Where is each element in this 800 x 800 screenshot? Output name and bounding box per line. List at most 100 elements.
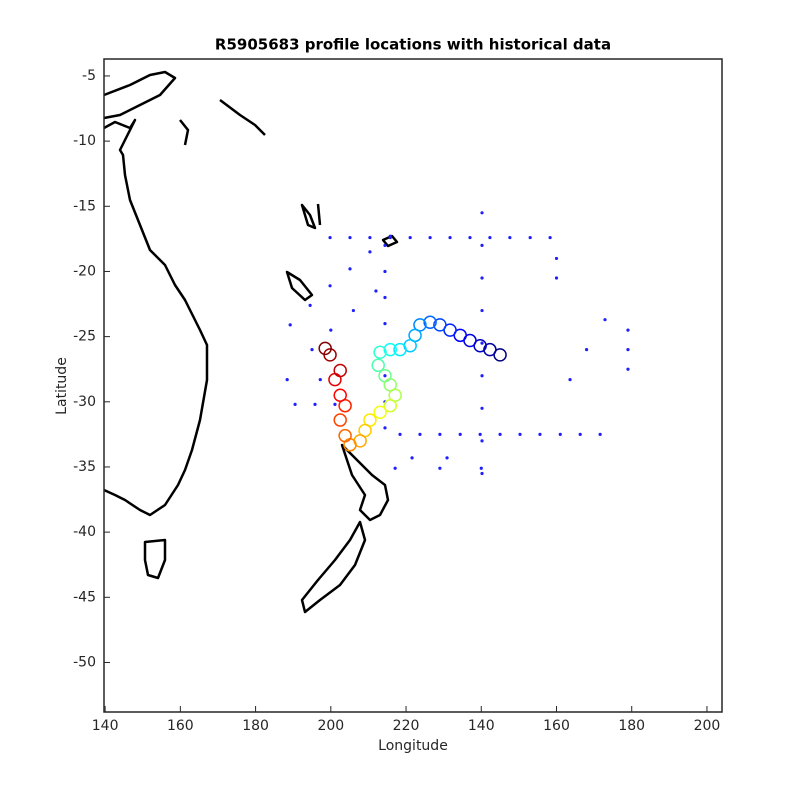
historical-point bbox=[308, 303, 312, 307]
australia bbox=[103, 118, 209, 517]
historical-point bbox=[383, 321, 387, 326]
historical-point bbox=[626, 348, 630, 352]
profile-point bbox=[373, 405, 387, 419]
historical-point bbox=[568, 378, 572, 382]
historical-point bbox=[383, 295, 387, 300]
new-guinea bbox=[103, 70, 177, 120]
historical-point bbox=[626, 328, 630, 332]
historical-point bbox=[293, 402, 297, 406]
y-tick-label: -15 bbox=[73, 198, 96, 214]
x-axis-label: Longitude bbox=[378, 738, 448, 754]
historical-point bbox=[626, 367, 630, 371]
historical-point bbox=[313, 402, 317, 406]
historical-point bbox=[554, 276, 559, 280]
historical-point bbox=[408, 235, 412, 240]
profile-point bbox=[333, 363, 347, 378]
historical-point bbox=[310, 348, 314, 352]
historical-point bbox=[458, 432, 462, 436]
x-tick-label: 200 bbox=[694, 718, 721, 734]
x-tick-label: 180 bbox=[618, 718, 645, 734]
new-zealand-south bbox=[300, 520, 367, 614]
historical-point bbox=[518, 432, 522, 436]
y-tick-label: -35 bbox=[73, 459, 96, 475]
tasmania bbox=[143, 538, 167, 580]
historical-point bbox=[329, 328, 333, 332]
profile-point bbox=[373, 345, 387, 360]
historical-point bbox=[480, 341, 484, 345]
historical-point bbox=[333, 402, 337, 406]
historical-point bbox=[383, 269, 387, 274]
historical-point bbox=[388, 234, 392, 238]
profile-point bbox=[371, 358, 385, 373]
historical-point bbox=[351, 308, 355, 313]
historical-point bbox=[328, 235, 332, 240]
historical-point bbox=[498, 432, 502, 436]
historical-point bbox=[438, 432, 442, 436]
solomons bbox=[179, 99, 266, 146]
historical-point bbox=[554, 256, 559, 261]
profile-point bbox=[433, 318, 447, 332]
y-tick-label: -30 bbox=[73, 394, 96, 410]
historical-point bbox=[584, 348, 589, 352]
y-tick-label: -45 bbox=[73, 589, 96, 605]
historical-point bbox=[508, 235, 512, 240]
historical-point bbox=[558, 432, 562, 436]
historical-point bbox=[383, 374, 387, 378]
historical-point bbox=[480, 243, 484, 247]
historical-point bbox=[445, 456, 449, 460]
historical-point bbox=[410, 456, 414, 460]
historical-point bbox=[328, 284, 332, 288]
profile-point bbox=[333, 388, 347, 403]
profile-point bbox=[423, 315, 437, 330]
historical-point bbox=[418, 432, 422, 436]
historical-point bbox=[548, 235, 552, 240]
historical-point bbox=[468, 235, 472, 240]
y-tick-label: -10 bbox=[73, 133, 96, 149]
historical-point bbox=[393, 466, 397, 470]
new-zealand-north bbox=[340, 443, 390, 522]
historical-point bbox=[348, 267, 352, 271]
historical-point bbox=[368, 250, 372, 254]
historical-point bbox=[480, 211, 484, 215]
profile-point bbox=[383, 398, 397, 413]
y-tick-label: -40 bbox=[73, 524, 96, 540]
historical-point bbox=[479, 466, 483, 470]
historical-point bbox=[438, 466, 442, 470]
historical-point bbox=[448, 235, 452, 240]
x-tick-label: 160 bbox=[167, 718, 194, 734]
historical-point bbox=[383, 426, 387, 430]
y-tick-label: -5 bbox=[82, 68, 96, 84]
profile-point bbox=[383, 342, 397, 357]
x-tick-label: 160 bbox=[543, 718, 570, 734]
y-axis-label: Latitude bbox=[54, 357, 70, 415]
y-tick-label: -20 bbox=[73, 263, 96, 279]
historical-point bbox=[318, 378, 322, 382]
historical-point bbox=[374, 289, 378, 293]
historical-point bbox=[528, 235, 532, 240]
x-tick-label: 140 bbox=[468, 718, 495, 734]
coastlines bbox=[103, 70, 399, 614]
y-tick-label: -25 bbox=[73, 329, 96, 345]
historical-point bbox=[480, 406, 484, 410]
historical-point bbox=[480, 276, 484, 280]
historical-point bbox=[428, 235, 432, 240]
historical-point bbox=[480, 308, 484, 313]
historical-point bbox=[603, 318, 607, 322]
historical-point bbox=[480, 374, 484, 378]
y-tick-label: -50 bbox=[73, 654, 96, 670]
historical-point bbox=[538, 432, 542, 436]
historical-point bbox=[478, 432, 482, 436]
historical-point bbox=[383, 243, 387, 247]
historical-point bbox=[368, 235, 372, 240]
x-tick-label: 180 bbox=[242, 718, 269, 734]
historical-point bbox=[288, 323, 292, 327]
historical-point bbox=[480, 439, 484, 443]
new-caledonia bbox=[285, 270, 314, 302]
x-tick-label: 220 bbox=[393, 718, 420, 734]
x-tick-label: 140 bbox=[92, 718, 119, 734]
historical-point bbox=[488, 235, 492, 240]
chart-title: R5905683 profile locations with historic… bbox=[215, 36, 611, 54]
